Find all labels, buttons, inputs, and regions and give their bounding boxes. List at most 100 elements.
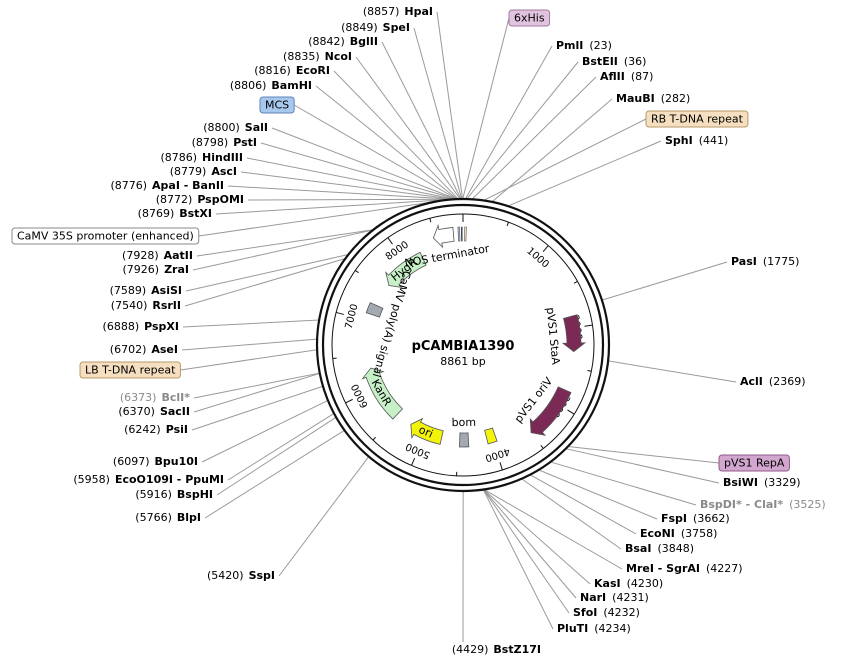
leader-line [193, 372, 320, 399]
leader-lines [180, 11, 737, 643]
badge-pvs1-repa [718, 454, 790, 472]
leader-line [483, 118, 647, 201]
leader-line [204, 429, 345, 519]
site-name-psti: PstI [233, 136, 257, 149]
site-name-aflii: AflII [600, 70, 625, 83]
site-name-aatii: AatII [164, 249, 193, 262]
leader-line [198, 199, 447, 237]
leader-line [491, 98, 613, 203]
leader-line [521, 478, 622, 550]
tick-label: 6000 [350, 382, 371, 410]
bom-label: bom [452, 416, 477, 429]
site-name-apai-banii: ApaI - BanII [152, 179, 224, 192]
site-name-kasi: KasI [594, 577, 621, 590]
site-pos-hpai: (8857) [363, 5, 400, 18]
leader-line [483, 489, 577, 599]
leader-line [355, 56, 461, 200]
leader-line [464, 45, 553, 200]
leader-line [260, 142, 457, 200]
site-name-pspxi: PspXI [144, 320, 179, 333]
site-name-rsrii: RsrII [152, 299, 181, 312]
site-name-bglii: BglII [350, 35, 378, 48]
site-pos-sspi: (5420) [207, 569, 244, 582]
ori-label: ori [417, 423, 435, 441]
leader-line [184, 258, 346, 307]
site-pos-bsphi: (5916) [135, 488, 172, 501]
badge-text-camv-35s-promoter-enhanced: CaMV 35S promoter (enhanced) [17, 230, 194, 243]
site-name-sacii: SacII [160, 405, 190, 418]
site-name-asei: AseI [151, 343, 178, 356]
mcs-box [464, 226, 467, 242]
leader-line [567, 446, 720, 464]
leader-line [333, 70, 459, 200]
site-name-sfoi: SfoI [573, 606, 597, 619]
tick-label: 4000 [484, 445, 512, 463]
site-pos-zrai: (7926) [123, 263, 160, 276]
site-pos-maubi: (282) [661, 92, 691, 105]
leader-line [550, 461, 697, 506]
backbone-outer-ring [315, 197, 611, 493]
site-pos-asci: (8779) [170, 165, 207, 178]
tick-mark [506, 221, 509, 227]
plasmid-size: 8861 bp [440, 355, 485, 368]
restriction-sites: HpaI (8857) SpeI (8849)BglII (8842) NcoI (8835… [73, 5, 825, 656]
site-name-ecoo109i-ppumi: EcoO109I - PpuMI [115, 473, 224, 486]
leader-line [201, 399, 329, 463]
site-name-nari: NarI [580, 591, 606, 604]
site-name-spei: SpeI [383, 21, 410, 34]
site-pos-pmli: (23) [589, 39, 612, 52]
site-name-pmli: PmlI [556, 39, 583, 52]
site-pos-econi: (3758) [681, 527, 718, 540]
site-name-pspomi: PspOMI [197, 193, 244, 206]
site-name-pluti: PluTI [557, 622, 588, 635]
hygr-feature [385, 251, 427, 289]
leader-line [271, 127, 457, 200]
leader-line [381, 41, 462, 200]
site-pos-bcli: (6373) [120, 391, 157, 404]
leader-line [215, 198, 454, 215]
leader-line [436, 11, 464, 200]
site-name-pasi: PasI [731, 255, 757, 268]
leader-line [180, 349, 318, 371]
site-pos-psti: (8798) [192, 136, 229, 149]
site-pos-bsiwi: (3329) [764, 476, 801, 489]
badge-mcs [259, 96, 295, 114]
tick-mark [542, 245, 549, 252]
features [361, 224, 587, 448]
site-pos-spei: (8849) [341, 21, 378, 34]
tick-mark [355, 270, 359, 274]
tick-mark [499, 462, 503, 471]
leader-line [507, 140, 662, 207]
site-pos-bpu10i: (6097) [113, 455, 150, 468]
leader-line [193, 372, 320, 413]
site-pos-ecoo109i-ppumi: (5958) [73, 473, 110, 486]
site-name-mrei-sgrai: MreI - SgrAI [626, 562, 700, 575]
site-pos-apai-banii: (8776) [110, 179, 147, 192]
site-name-bspdi-clai: BspDI* - ClaI* [700, 498, 783, 511]
leader-line [278, 456, 370, 577]
ori-feature [410, 417, 444, 445]
site-name-hindiii: HindIII [202, 151, 243, 164]
site-name-bstz17i: BstZ17I [493, 643, 541, 656]
tick-mark [429, 218, 432, 223]
tick-mark [573, 280, 578, 284]
leader-line [538, 469, 658, 520]
tick-mark [335, 311, 344, 315]
site-name-ncoi: NcoI [325, 50, 352, 63]
leader-line [185, 253, 349, 292]
site-pos-pspxi: (6888) [103, 320, 140, 333]
site-pos-sacii: (6370) [118, 405, 155, 418]
leader-line [608, 360, 737, 383]
plasmid-name: pCAMBIA1390 [412, 339, 515, 354]
badge-text-pvs1-repa: pVS1 RepA [724, 457, 785, 470]
site-name-asisi: AsiSI [151, 284, 182, 297]
site-pos-aflii: (87) [631, 70, 654, 83]
leader-line [181, 338, 318, 351]
site-pos-bstz17i: (4429) [452, 643, 489, 656]
badge-text-mcs: MCS [265, 99, 289, 112]
site-pos-bsai: (3848) [657, 542, 694, 555]
leader-line [247, 198, 454, 201]
site-name-acli: AclI [740, 375, 763, 388]
site-name-zrai: ZraI [164, 263, 189, 276]
site-pos-mrei-sgrai: (4227) [706, 562, 743, 575]
